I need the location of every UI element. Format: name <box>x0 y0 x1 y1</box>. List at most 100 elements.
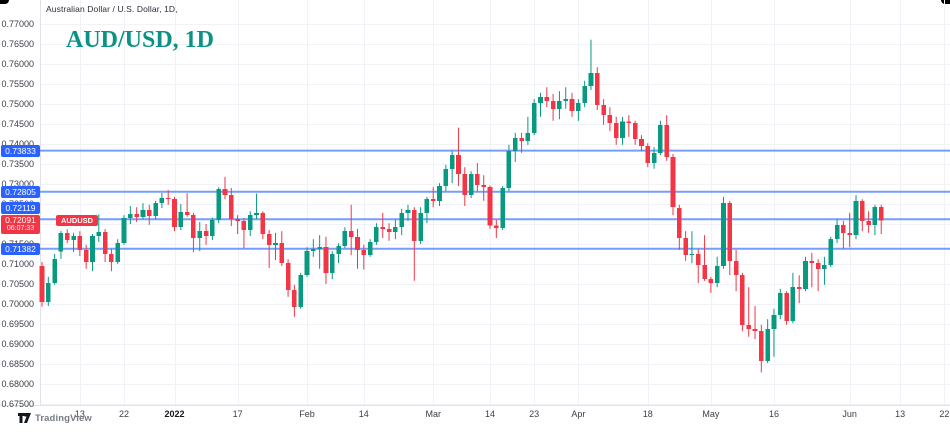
candle-body <box>254 212 259 216</box>
candle-body <box>323 247 329 273</box>
candle-body <box>620 121 625 138</box>
candle <box>475 163 480 192</box>
alert-price-badge[interactable]: 0.72119 <box>1 202 40 215</box>
candle-body <box>71 236 76 240</box>
candle-body <box>216 188 221 220</box>
candle-body <box>803 260 808 289</box>
candle <box>83 244 89 269</box>
price-axis-label: 0.70500 <box>1 279 34 289</box>
candle <box>71 232 76 252</box>
candle-body <box>746 324 752 329</box>
candle <box>292 284 297 317</box>
candle <box>386 223 392 241</box>
window-corner-mark <box>0 0 9 4</box>
candle <box>658 120 663 156</box>
candle <box>594 67 600 110</box>
price-axis-label: 0.73500 <box>1 159 34 169</box>
candle <box>279 231 285 266</box>
alert-price-badge[interactable]: 0.71382 <box>1 242 40 255</box>
candle <box>721 196 726 269</box>
candle-body <box>266 234 272 245</box>
candle-body <box>83 250 89 262</box>
candle-body <box>191 215 196 238</box>
candle <box>102 229 108 262</box>
candle-body <box>519 138 524 141</box>
candle <box>348 204 354 256</box>
candle-body <box>241 220 247 230</box>
candle-body <box>601 104 606 116</box>
candle-body <box>550 100 556 109</box>
candle <box>872 204 878 236</box>
candle <box>449 151 455 184</box>
time-axis-label: 22 <box>939 409 950 419</box>
tradingview-logo[interactable]: TradingView <box>18 413 92 424</box>
price-axis-label: 0.71000 <box>1 259 34 269</box>
candle-body <box>860 200 865 221</box>
candle-body <box>430 199 436 201</box>
candle <box>58 230 64 259</box>
tradingview-logo-text: TradingView <box>35 413 92 424</box>
candle-body <box>683 238 688 256</box>
candle-body <box>58 233 64 252</box>
candle-body <box>102 232 108 254</box>
tradingview-logo-icon <box>18 413 31 423</box>
candle <box>128 206 133 224</box>
candle <box>481 175 486 201</box>
candle-body <box>304 251 310 276</box>
candle <box>64 229 70 244</box>
symbol-price-line-tag[interactable]: AUDUSD <box>56 214 99 226</box>
candle-body <box>393 227 398 232</box>
candle <box>399 208 404 236</box>
candle <box>607 107 613 132</box>
candle <box>733 250 739 292</box>
candle-body <box>512 138 518 152</box>
candle-body <box>740 275 745 325</box>
candle-body <box>184 212 190 216</box>
alert-price-badge[interactable]: 0.72805 <box>1 185 40 198</box>
candle <box>494 220 499 238</box>
candle <box>796 275 802 304</box>
time-axis-label: Apr <box>571 409 586 419</box>
candle <box>689 231 695 264</box>
window-corner-mark <box>941 0 950 4</box>
candle-body <box>172 199 177 228</box>
candle-body <box>834 224 840 240</box>
candle-body <box>273 243 278 245</box>
price-axis-label: 0.77000 <box>1 19 34 29</box>
candle <box>487 185 493 229</box>
candle-body <box>418 212 423 241</box>
candle-body <box>210 220 215 236</box>
candle <box>140 203 146 220</box>
candle <box>853 195 859 240</box>
candle <box>311 239 316 257</box>
candle <box>708 276 714 293</box>
candle-body <box>626 121 632 124</box>
candle-body <box>140 210 146 217</box>
symbol-legend[interactable]: Australian Dollar / U.S. Dollar, 1D, <box>46 4 178 14</box>
candle <box>569 92 575 117</box>
candle-body <box>367 242 373 256</box>
price-axis-label: 0.75500 <box>1 79 34 89</box>
price-axis-label: 0.76000 <box>1 59 34 69</box>
time-axis-label: Jun <box>842 409 857 419</box>
candle <box>134 207 139 222</box>
candle-body <box>380 227 386 229</box>
alert-price-badge[interactable]: 0.73833 <box>1 144 40 157</box>
candle-body <box>506 151 512 188</box>
candle <box>39 262 45 307</box>
candle-body <box>727 203 733 261</box>
candle <box>525 116 531 145</box>
candle <box>216 187 221 224</box>
time-axis-label: May <box>702 409 720 419</box>
time-axis-label: 13 <box>895 409 906 419</box>
candle-body <box>311 248 316 252</box>
candle <box>172 196 177 232</box>
candle <box>588 39 594 90</box>
candle-body <box>456 155 461 174</box>
candle <box>273 232 278 260</box>
candle <box>336 243 341 264</box>
candle-body <box>386 228 392 232</box>
symbol-watermark: AUD/USD, 1D <box>66 27 215 53</box>
